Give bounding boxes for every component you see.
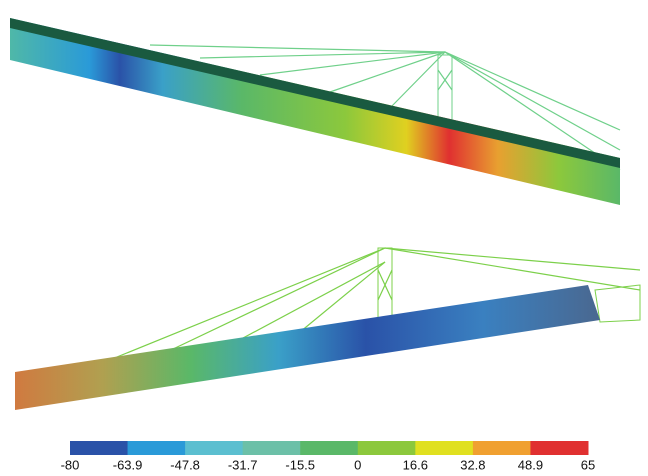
legend-label: -80 [61, 457, 80, 472]
legend-swatch [185, 441, 243, 455]
legend-label: -31.7 [228, 457, 258, 472]
color-legend: -80 -63.9 -47.8 -31.7 -15.5 0 16.6 32.8 48.9 65 [61, 441, 596, 472]
legend-swatch [358, 441, 416, 455]
legend-label: 16.6 [403, 457, 428, 472]
legend-label: -15.5 [285, 457, 315, 472]
legend-swatch [530, 441, 588, 455]
legend-swatch [243, 441, 301, 455]
top-bridge [10, 18, 620, 205]
legend-swatch [300, 441, 358, 455]
legend-label: 0 [354, 457, 361, 472]
legend-swatch [415, 441, 473, 455]
legend-label: 48.9 [518, 457, 543, 472]
legend-label: -47.8 [170, 457, 200, 472]
legend-swatch [128, 441, 186, 455]
legend-swatch [70, 441, 128, 455]
legend-label: 65 [581, 457, 595, 472]
figure: -80 -63.9 -47.8 -31.7 -15.5 0 16.6 32.8 48.9 65 [0, 0, 648, 476]
legend-label: 32.8 [460, 457, 485, 472]
bottom-bridge [15, 248, 640, 410]
legend-swatch [473, 441, 531, 455]
legend-label: -63.9 [113, 457, 143, 472]
